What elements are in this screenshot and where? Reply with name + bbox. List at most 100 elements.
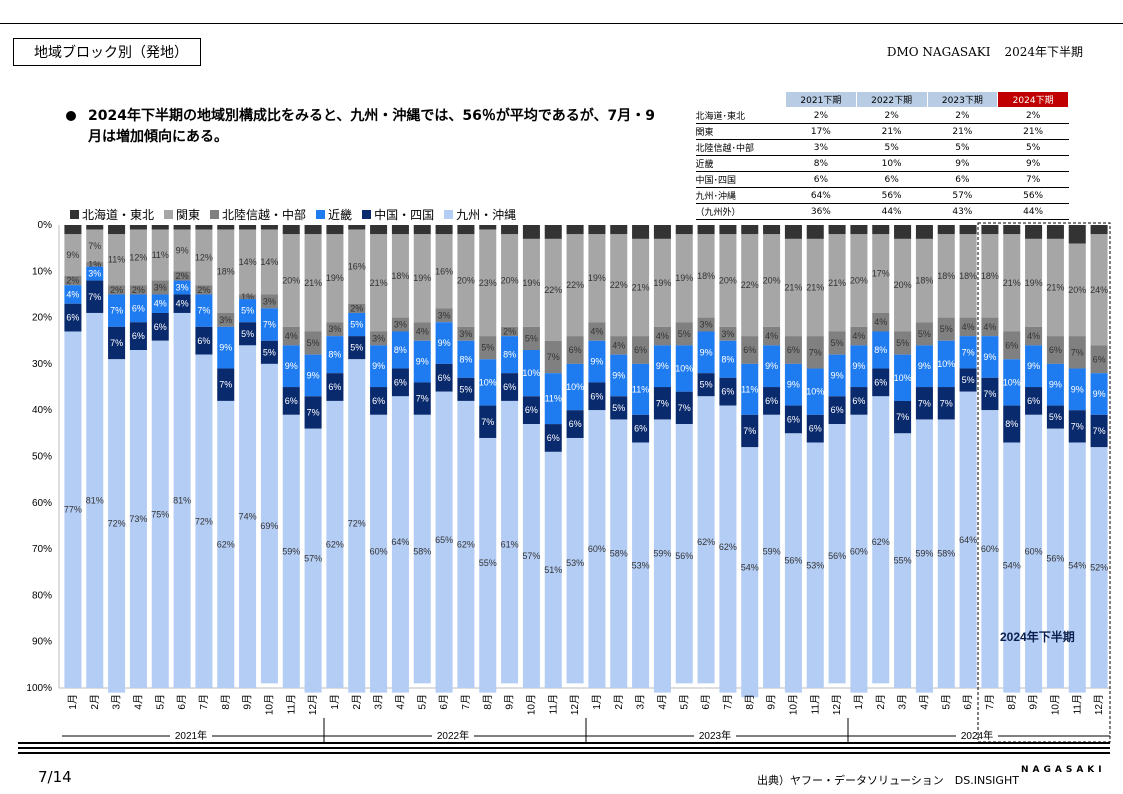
data-label: 11%: [108, 255, 125, 265]
bar-segment: [675, 424, 693, 684]
data-label: 7%: [197, 306, 210, 316]
bar-segment: [894, 238, 912, 332]
data-label: 5%: [350, 320, 363, 330]
bar-segment: [239, 345, 257, 688]
bar-segment: [610, 234, 628, 337]
summary-cell: 2%: [785, 107, 857, 124]
bar-segment: [741, 336, 759, 364]
bar-segment: [894, 225, 912, 239]
data-label: 6%: [809, 424, 822, 434]
data-label: 6%: [328, 382, 341, 392]
bar-segment: [108, 285, 126, 295]
legend-swatch: [362, 210, 372, 219]
data-label: 21%: [1046, 283, 1064, 293]
data-label: 20%: [719, 276, 737, 286]
bar-segment: [1068, 442, 1086, 693]
bar-segment: [806, 414, 824, 443]
bar-segment: [129, 285, 147, 295]
bar-segment: [64, 275, 82, 286]
bar-segment: [1090, 345, 1108, 374]
bar-segment: [653, 225, 671, 239]
bar-segment: [632, 225, 650, 239]
data-label: 9%: [1093, 389, 1106, 399]
bar-segment: [260, 340, 278, 364]
legend-item: 北海道・東北: [70, 206, 154, 223]
bar-segment: [741, 234, 759, 337]
x-tick-label: 6月: [700, 694, 712, 710]
data-label: 21%: [304, 278, 322, 288]
data-label: 74%: [239, 512, 257, 522]
data-label: 53%: [566, 558, 584, 568]
data-label: 60%: [981, 544, 999, 554]
bar-segment: [522, 238, 540, 327]
summary-cell: 5%: [997, 139, 1069, 156]
bar-segment: [915, 238, 933, 323]
bar-segment: [391, 234, 409, 318]
data-label: 6%: [132, 303, 145, 313]
data-label: 7%: [962, 347, 975, 357]
data-label: 23%: [479, 278, 497, 288]
bar-segment: [151, 312, 169, 341]
bar-segment: [1003, 331, 1021, 360]
data-label: 20%: [501, 276, 519, 286]
bar-segment: [937, 317, 955, 341]
page-title: 地域ブロック別（発地）: [13, 38, 201, 66]
bar-segment: [86, 262, 104, 267]
bar-segment: [850, 414, 868, 693]
summary-cell: 2%: [927, 107, 998, 124]
data-label: 19%: [588, 273, 606, 283]
bar-segment: [894, 331, 912, 355]
bar-segment: [784, 363, 802, 406]
bar-segment: [806, 225, 824, 239]
bar-segment: [304, 331, 322, 355]
data-label: 7%: [110, 338, 123, 348]
data-label: 4%: [1027, 331, 1040, 341]
data-label: 3%: [263, 296, 276, 306]
x-tick-label: 11月: [809, 694, 821, 714]
data-label: 2%: [176, 271, 189, 281]
data-label: 81%: [86, 495, 104, 505]
data-label: 10%: [1003, 377, 1021, 387]
summary-table-row: 北陸信越･中部 3% 5% 5% 5%: [695, 139, 1069, 156]
bar-segment: [522, 225, 540, 239]
year-label: 2022年: [437, 729, 469, 742]
summary-bullet: 2024年下半期の地域別構成比をみると、九州・沖縄では、56％が平均であるが、7…: [66, 106, 666, 148]
data-label: 4%: [983, 322, 996, 332]
bar-segment: [784, 238, 802, 337]
legend-label: 関東: [176, 208, 201, 222]
data-label: 10%: [522, 368, 540, 378]
bar-segment: [108, 326, 126, 360]
bar-segment: [479, 437, 497, 693]
footer-rules: [18, 742, 1110, 757]
data-label: 6%: [66, 313, 79, 323]
data-label: 7%: [918, 398, 931, 408]
summary-table-row: 近畿 8% 10% 9% 9%: [695, 155, 1069, 172]
data-label: 18%: [937, 271, 955, 281]
bar-segment: [304, 428, 322, 693]
year-label: 2023年: [699, 729, 731, 742]
data-label: 19%: [1025, 278, 1043, 288]
bar-segment: [239, 322, 257, 346]
x-tick-label: 2月: [89, 694, 101, 710]
x-tick-label: 3月: [897, 694, 909, 710]
bar-segment: [544, 225, 562, 239]
data-label: 6%: [438, 373, 451, 383]
x-tick-label: 5月: [940, 694, 952, 710]
bar-segment: [1046, 363, 1064, 406]
summary-col-header: 2022下期: [855, 91, 928, 108]
bar-segment: [675, 391, 693, 425]
bar-segment: [391, 331, 409, 369]
data-label: 56%: [784, 556, 802, 566]
bar-segment: [1068, 336, 1086, 369]
data-label: 22%: [741, 280, 759, 290]
bar-segment: [129, 294, 147, 323]
data-label: 6%: [547, 433, 560, 443]
data-label: 14%: [239, 257, 257, 267]
x-tick-label: 1月: [853, 694, 865, 710]
data-label: 21%: [370, 278, 388, 288]
data-label: 9%: [1071, 384, 1084, 394]
data-label: 7%: [1071, 347, 1084, 357]
legend-swatch: [444, 210, 454, 219]
data-label: 19%: [653, 278, 671, 288]
data-label: 5%: [525, 333, 538, 343]
